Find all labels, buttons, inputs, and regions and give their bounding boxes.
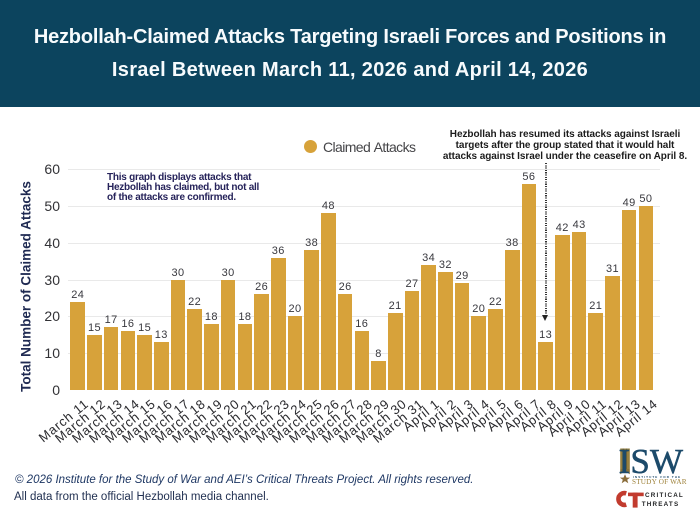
svg-text:STUDY OF WAR: STUDY OF WAR	[632, 478, 687, 486]
svg-text:CRITICAL: CRITICAL	[645, 492, 684, 499]
svg-text:INSTITUTE FOR THE: INSTITUTE FOR THE	[633, 475, 681, 479]
svg-text:THREATS: THREATS	[642, 501, 680, 508]
svg-text:ISW: ISW	[619, 446, 684, 481]
